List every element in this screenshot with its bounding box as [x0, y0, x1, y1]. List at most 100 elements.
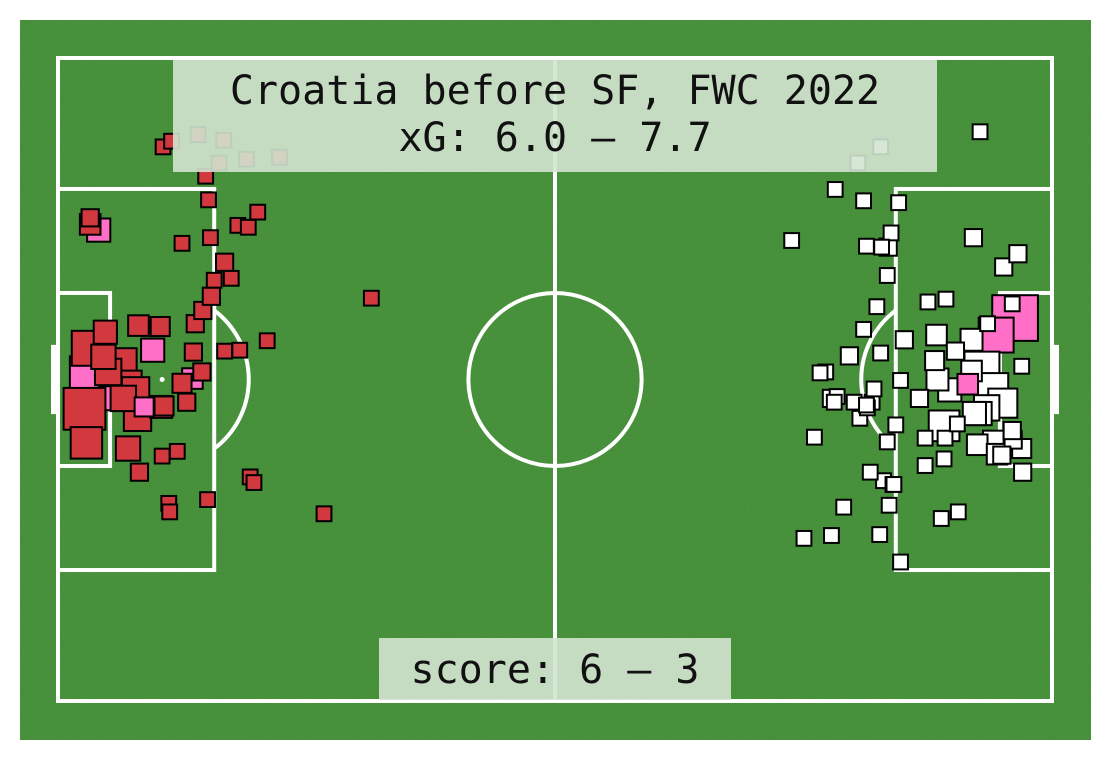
- shot-marker: [90, 343, 117, 370]
- chart-subtitle: xG: 6.0 – 7.7: [398, 115, 711, 161]
- shot-marker: [925, 367, 950, 392]
- shot-marker: [890, 194, 908, 212]
- right-team-shots: [783, 123, 1039, 571]
- shot-marker: [245, 474, 263, 491]
- shot-marker: [936, 429, 954, 447]
- shot-marker: [168, 442, 186, 460]
- shot-marker: [892, 553, 909, 571]
- shot-marker: [916, 457, 934, 474]
- score-box: [379, 638, 731, 700]
- centre-spot: [553, 377, 557, 382]
- shot-marker: [872, 344, 890, 362]
- shot-marker: [1008, 244, 1028, 264]
- shot-marker: [114, 435, 142, 462]
- centre-circle: [466, 290, 644, 469]
- shot-marker: [894, 330, 914, 350]
- shot-marker: [971, 123, 989, 141]
- shot-marker: [62, 386, 107, 431]
- shot-marker: [161, 503, 179, 521]
- shot-marker: [959, 327, 984, 352]
- shot-marker: [258, 332, 276, 350]
- shot-marker: [945, 341, 966, 361]
- left-penalty-arc: [212, 308, 251, 451]
- shot-marker: [882, 224, 900, 242]
- shot-marker: [1013, 357, 1031, 375]
- shot-marker: [149, 316, 171, 338]
- shot-marker: [924, 350, 946, 372]
- shot-marker: [362, 289, 380, 307]
- title-box: [173, 60, 937, 172]
- shot-marker: [1013, 462, 1033, 482]
- shot-marker: [231, 341, 249, 359]
- shot-marker: [965, 433, 989, 457]
- left-penalty-spot: [159, 377, 165, 382]
- goal-marker: [133, 396, 155, 418]
- shot-marker: [109, 384, 138, 413]
- shot-marker: [916, 429, 934, 447]
- score-label: score: 6 – 3: [411, 647, 700, 693]
- shot-marker: [315, 505, 333, 523]
- shot-marker: [878, 267, 896, 284]
- goal-marker: [140, 337, 166, 363]
- shot-marker: [858, 396, 875, 414]
- shot-marker: [880, 496, 898, 514]
- shot-marker: [937, 290, 955, 308]
- shot-marker: [963, 228, 984, 248]
- shot-marker: [858, 237, 875, 255]
- shot-marker: [887, 416, 905, 434]
- shot-marker: [994, 257, 1014, 277]
- shot-marker: [935, 450, 953, 468]
- shot-marker: [855, 192, 873, 210]
- shot-marker: [192, 362, 212, 382]
- shot-marker: [961, 400, 987, 427]
- shot-marker: [892, 372, 909, 389]
- shot-marker: [826, 181, 844, 198]
- shot-marker: [200, 191, 217, 209]
- shot-marker: [1003, 295, 1021, 313]
- shot-marker: [201, 286, 221, 306]
- shot-marker: [932, 510, 950, 527]
- shot-marker: [215, 252, 235, 272]
- shot-marker: [878, 433, 896, 451]
- shot-marker: [909, 388, 930, 409]
- shot-marker: [239, 218, 257, 236]
- shot-marker: [202, 229, 219, 247]
- shot-marker: [129, 462, 150, 482]
- shot-marker: [199, 491, 216, 508]
- shot-marker: [69, 426, 104, 460]
- shot-marker: [948, 415, 966, 433]
- shot-marker: [153, 447, 171, 465]
- shot-marker: [885, 476, 903, 493]
- shot-marker: [153, 395, 175, 417]
- shot-marker: [919, 293, 937, 311]
- shot-marker: [795, 529, 813, 547]
- shot-marker: [839, 346, 860, 366]
- shot-marker: [183, 342, 203, 362]
- shot-marker: [92, 319, 118, 345]
- shot-marker: [205, 271, 223, 289]
- shot-marker: [868, 298, 886, 316]
- shot-marker: [873, 238, 891, 256]
- shot-marker: [222, 269, 240, 287]
- shot-marker: [1002, 420, 1022, 441]
- goal-marker: [956, 372, 980, 396]
- shot-marker: [171, 372, 193, 394]
- shot-marker: [861, 463, 879, 481]
- shot-marker: [783, 232, 801, 249]
- shot-marker: [992, 445, 1012, 465]
- shot-marker: [127, 314, 150, 337]
- shot-marker: [216, 342, 234, 360]
- shot-marker: [177, 392, 197, 412]
- chart-title: Croatia before SF, FWC 2022: [230, 68, 880, 114]
- shot-marker: [949, 503, 967, 521]
- shot-marker: [979, 315, 997, 333]
- shot-marker: [811, 364, 829, 382]
- shot-marker: [805, 428, 823, 446]
- shot-marker: [855, 320, 873, 338]
- shot-marker: [871, 526, 889, 543]
- shot-marker: [823, 527, 840, 544]
- shot-marker: [173, 234, 191, 252]
- shot-marker: [80, 208, 100, 228]
- shot-marker: [865, 380, 883, 398]
